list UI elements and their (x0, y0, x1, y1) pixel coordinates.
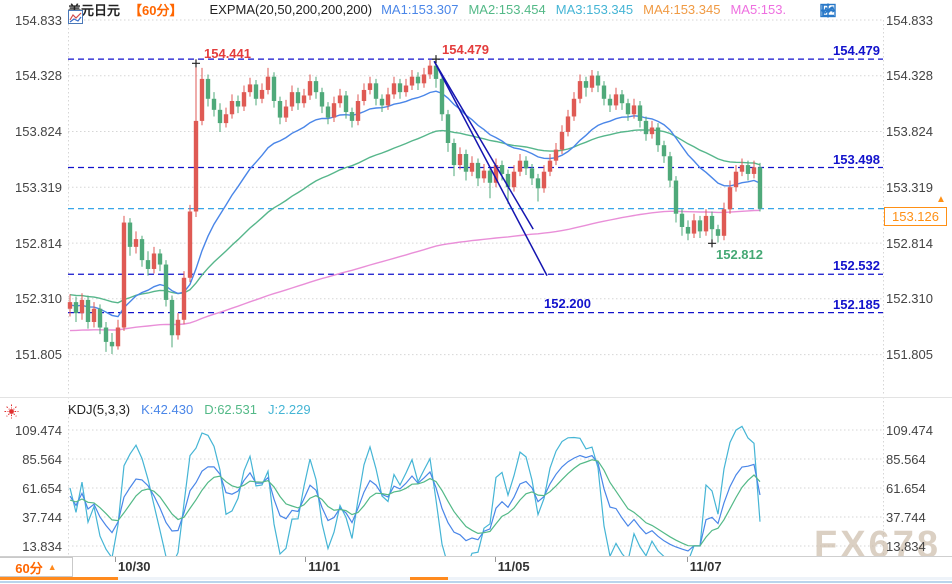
kdj-d-value: D:62.531 (204, 402, 257, 417)
current-price-tag: 153.126 (884, 206, 947, 226)
timeframe-tab-label: 60分 (15, 560, 43, 576)
ma-value-label: MA2:153.454 (468, 2, 546, 17)
kdj-header: KDJ(5,3,3) K:42.430 D:62.531 J:2.229 (68, 402, 311, 417)
date-label: 11/07 (689, 559, 722, 574)
date-tick (115, 557, 116, 562)
scrollbar-thumb[interactable] (410, 577, 448, 580)
ma-value-label: MA4:153.345 (643, 2, 721, 17)
ma-value-label: MA3:153.345 (555, 2, 634, 17)
active-tab-underline (0, 577, 118, 580)
timeframe-label[interactable]: 【60分】 (129, 3, 183, 18)
date-tick (686, 557, 688, 562)
indicator-label: EXPMA(20,50,200,200,200) (209, 2, 373, 17)
kdj-k-value: K:42.430 (141, 402, 194, 417)
bottom-border (0, 581, 952, 583)
ma-values: MA1:153.307 MA2:153.454 MA3:153.345 MA4:153… (381, 2, 786, 17)
pane-separator (0, 397, 952, 398)
ma-value-label: MA1:153.307 (381, 2, 459, 17)
kdj-indicator-chart (68, 397, 884, 556)
scrollbar-track[interactable] (0, 577, 952, 580)
date-label: 11/01 (308, 559, 341, 574)
date-label: 10/30 (118, 559, 151, 574)
exit-icon[interactable] (822, 3, 897, 18)
price-up-arrow-icon: ▲ (936, 193, 946, 205)
date-tick (305, 557, 307, 562)
main-price-chart (67, 19, 884, 396)
kdj-j-value: J:2.229 (267, 402, 311, 417)
kdj-title: KDJ(5,3,3) (68, 402, 131, 417)
trend-chart-icon[interactable] (822, 3, 877, 18)
timeframe-tab[interactable]: 60分 ▲ (0, 557, 73, 577)
date-axis-bar: 10/30 11/01 11/05 11/07 (0, 556, 952, 577)
date-label: 11/05 (497, 559, 530, 574)
zigzag-chart-icon[interactable] (820, 3, 857, 18)
chart-header: 美元日元 【60分】 EXPMA(20,50,200,200,200) MA1:… (68, 1, 786, 24)
date-tick (494, 557, 496, 562)
ma-value-label: MA5:153. (730, 2, 787, 17)
triangle-up-icon: ▲ (47, 561, 57, 572)
toolbar (820, 3, 897, 18)
